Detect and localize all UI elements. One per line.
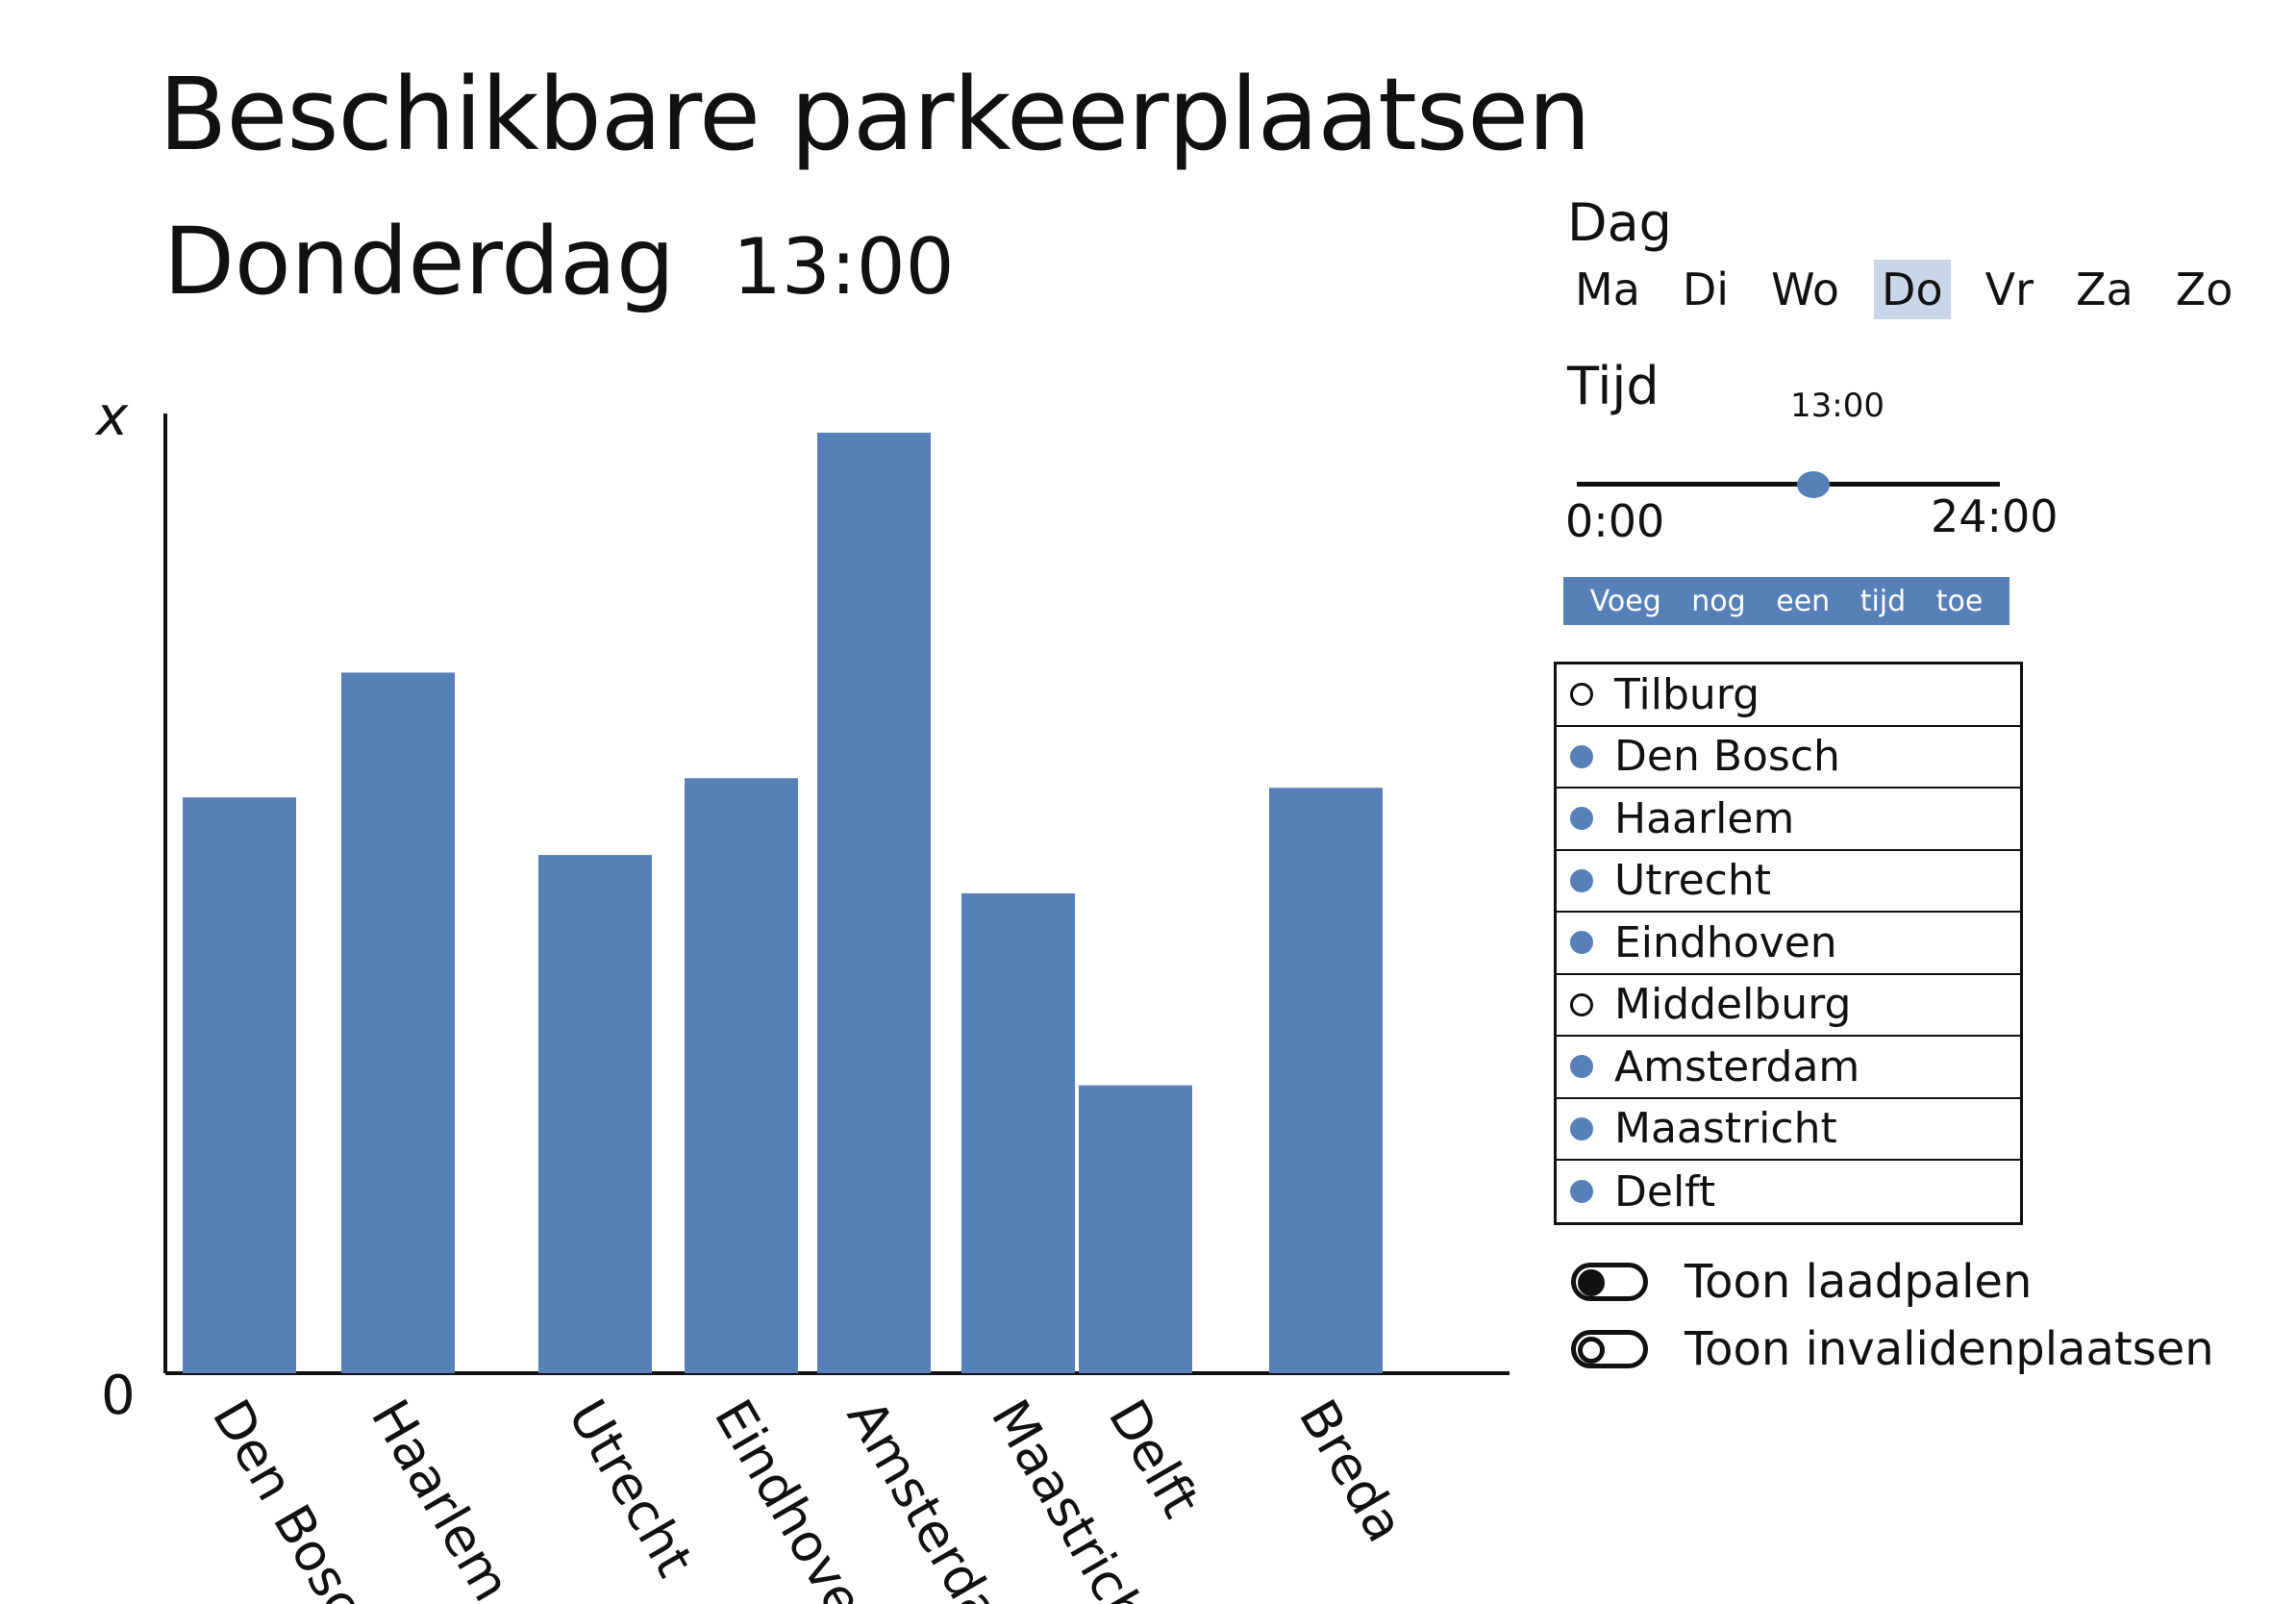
time-label: Tijd — [1567, 356, 1660, 416]
toggle-knob — [1578, 1337, 1605, 1364]
city-radio[interactable] — [1570, 992, 1593, 1016]
day-label: Dag — [1567, 192, 1672, 253]
toggle-label: Toon laadpalen — [1685, 1255, 2033, 1309]
bar-eindhoven — [685, 778, 798, 1373]
city-radio[interactable] — [1570, 807, 1593, 831]
city-label: Haarlem — [1614, 793, 1795, 843]
city-label: Utrecht — [1614, 856, 1771, 906]
x-tick-label: Haarlem — [360, 1390, 522, 1604]
city-item-den-bosch[interactable]: Den Bosch — [1557, 727, 2020, 789]
bar-breda — [1269, 788, 1383, 1373]
day-selector: Ma Di Wo Do Vr Za Zo — [1567, 260, 2240, 319]
city-label: Maastricht — [1614, 1104, 1837, 1154]
y-tick-label: 0 — [101, 1365, 136, 1427]
city-item-eindhoven[interactable]: Eindhoven — [1557, 913, 2020, 975]
slider-value: 13:00 — [1790, 387, 1884, 425]
selected-day: Donderdag — [163, 208, 675, 315]
selected-datetime: Donderdag 13:00 — [163, 211, 955, 313]
bar-maastricht — [961, 893, 1075, 1373]
x-tick-label: Breda — [1287, 1390, 1416, 1552]
city-item-amsterdam[interactable]: Amsterdam — [1557, 1037, 2020, 1099]
city-label: Eindhoven — [1614, 917, 1837, 967]
x-tick-label: Delft — [1097, 1390, 1211, 1527]
disabled-parking-toggle[interactable] — [1571, 1330, 1648, 1368]
y-tick-label: x — [94, 386, 129, 448]
slider-max-label: 24:00 — [1931, 490, 2059, 542]
toggle-disabled-row: Toon invalidenplaatsen — [1571, 1322, 2214, 1376]
day-option-wo[interactable]: Wo — [1771, 263, 1840, 315]
toggle-charging-row: Toon laadpalen — [1571, 1255, 2032, 1309]
city-radio[interactable] — [1570, 683, 1593, 707]
day-option-do[interactable]: Do — [1874, 260, 1951, 319]
add-time-button[interactable]: Voeg nog een tijd toe — [1563, 577, 2009, 625]
city-radio[interactable] — [1570, 744, 1593, 768]
bar-amsterdam — [817, 432, 931, 1374]
day-option-za[interactable]: Za — [2076, 263, 2134, 315]
day-option-ma[interactable]: Ma — [1575, 263, 1640, 315]
city-label: Den Bosch — [1614, 732, 1840, 782]
toggle-knob — [1578, 1269, 1605, 1296]
city-radio[interactable] — [1570, 1055, 1593, 1079]
city-radio[interactable] — [1570, 868, 1593, 892]
city-radio[interactable] — [1570, 931, 1593, 955]
slider-thumb[interactable] — [1797, 471, 1831, 498]
city-list: Tilburg Den Bosch Haarlem Utrecht Eindhoven M… — [1554, 662, 2023, 1225]
time-slider[interactable] — [1577, 471, 2000, 500]
day-option-vr[interactable]: Vr — [1984, 263, 2034, 315]
day-option-di[interactable]: Di — [1682, 263, 1730, 315]
x-tick-label: Utrecht — [557, 1390, 706, 1587]
bar-den-bosch — [183, 797, 296, 1373]
city-item-middelburg[interactable]: Middelburg — [1557, 975, 2020, 1037]
city-item-haarlem[interactable]: Haarlem — [1557, 789, 2020, 851]
bar-utrecht — [538, 855, 652, 1373]
selected-time: 13:00 — [732, 222, 955, 312]
city-radio[interactable] — [1570, 1116, 1593, 1140]
city-item-utrecht[interactable]: Utrecht — [1557, 851, 2020, 913]
city-label: Amsterdam — [1614, 1041, 1860, 1091]
slider-track[interactable] — [1577, 482, 2000, 487]
day-option-zo[interactable]: Zo — [2175, 263, 2234, 315]
page-title: Beschikbare parkeerplaatsen — [159, 56, 1591, 173]
toggle-label: Toon invalidenplaatsen — [1685, 1322, 2214, 1376]
city-item-delft[interactable]: Delft — [1557, 1161, 2020, 1223]
slider-min-label: 0:00 — [1565, 495, 1665, 547]
city-item-tilburg[interactable]: Tilburg — [1557, 664, 2020, 727]
bar-delft — [1079, 1085, 1192, 1373]
charging-stations-toggle[interactable] — [1571, 1263, 1648, 1301]
city-radio[interactable] — [1570, 1180, 1593, 1204]
city-label: Tilburg — [1614, 669, 1760, 719]
bar-haarlem — [341, 672, 455, 1373]
city-label: Delft — [1614, 1166, 1716, 1216]
city-label: Middelburg — [1614, 980, 1852, 1030]
city-item-maastricht[interactable]: Maastricht — [1557, 1099, 2020, 1161]
